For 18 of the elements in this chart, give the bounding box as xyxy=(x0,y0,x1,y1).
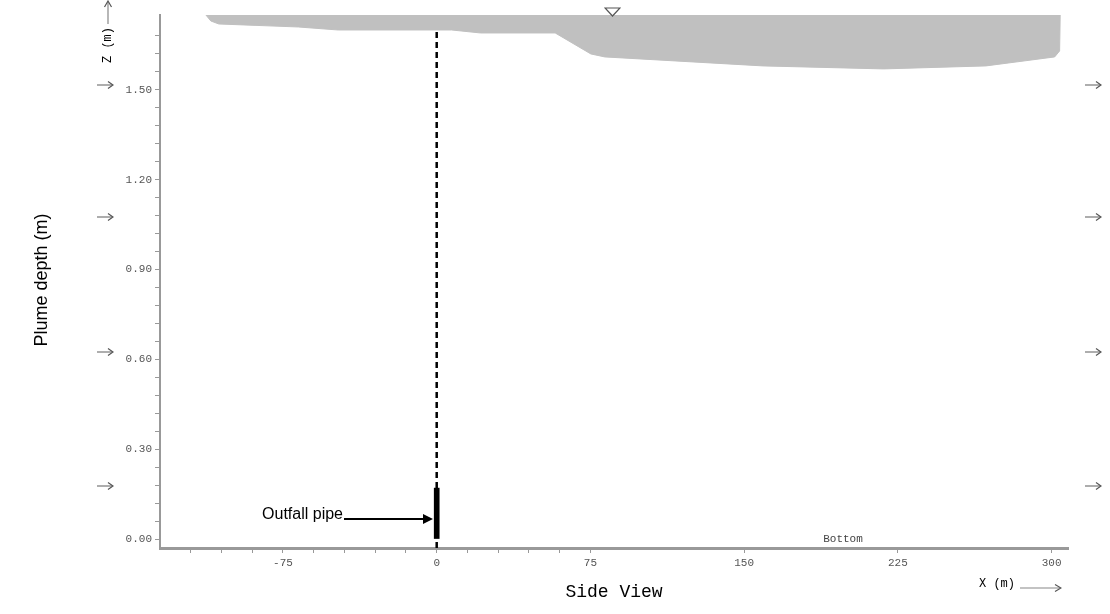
x-axis-title: X (m) xyxy=(978,577,1015,592)
x-tick-label: 300 xyxy=(1041,556,1062,569)
y-tick-label: 1.20 xyxy=(125,173,152,186)
y-tick-label: 0.90 xyxy=(125,263,152,276)
x-tick-label: 0 xyxy=(433,556,441,569)
y-tick-label: 1.50 xyxy=(125,83,152,96)
y-tick-label: 0.60 xyxy=(125,353,152,366)
annotation: Outfall pipe xyxy=(262,505,344,523)
text: Z (m) xyxy=(101,26,116,64)
y-tick-label: 0.00 xyxy=(125,532,152,545)
x-tick-label: -75 xyxy=(273,556,293,569)
x-tick-label: 225 xyxy=(887,556,908,569)
text: Side View xyxy=(565,581,663,602)
annotation: Bottom xyxy=(823,533,864,546)
y-tick-label: 0.30 xyxy=(125,443,152,456)
x-tick-label: 75 xyxy=(583,556,598,569)
x-tick-label: 150 xyxy=(734,556,755,569)
y-axis-title: Plume depth (m) xyxy=(30,213,51,347)
